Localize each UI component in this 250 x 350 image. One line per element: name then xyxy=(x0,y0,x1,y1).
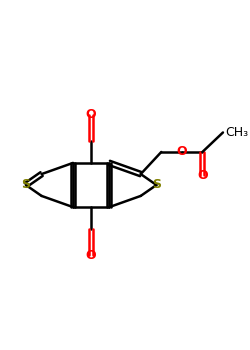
Text: S: S xyxy=(21,178,30,191)
Text: CH₃: CH₃ xyxy=(226,126,249,139)
Text: O: O xyxy=(86,108,96,121)
Text: S: S xyxy=(152,178,161,191)
Text: O: O xyxy=(197,169,208,182)
Text: O: O xyxy=(86,249,96,262)
Text: O: O xyxy=(176,146,187,159)
